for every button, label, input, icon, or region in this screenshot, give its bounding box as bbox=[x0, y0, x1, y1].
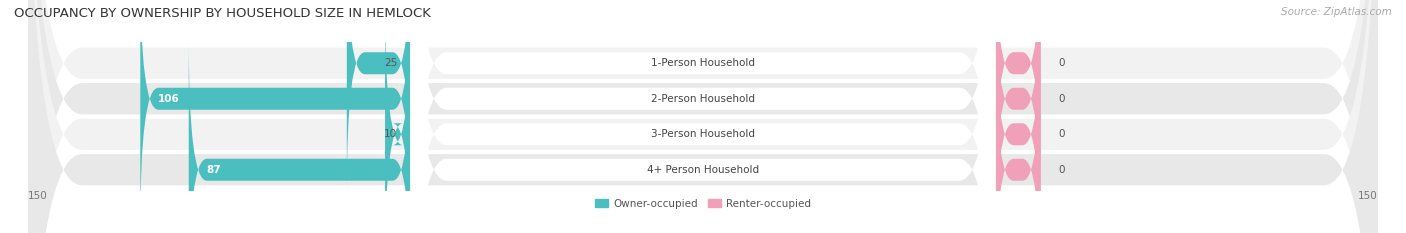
Text: 150: 150 bbox=[1358, 191, 1378, 201]
FancyBboxPatch shape bbox=[385, 3, 411, 233]
FancyBboxPatch shape bbox=[28, 0, 1378, 233]
Text: 87: 87 bbox=[207, 165, 221, 175]
FancyBboxPatch shape bbox=[347, 0, 411, 194]
FancyBboxPatch shape bbox=[411, 0, 995, 233]
Text: 25: 25 bbox=[384, 58, 396, 68]
FancyBboxPatch shape bbox=[995, 3, 1040, 233]
FancyBboxPatch shape bbox=[411, 0, 995, 233]
FancyBboxPatch shape bbox=[141, 0, 411, 230]
FancyBboxPatch shape bbox=[28, 0, 1378, 233]
Text: 0: 0 bbox=[1059, 94, 1064, 104]
Text: 2-Person Household: 2-Person Household bbox=[651, 94, 755, 104]
FancyBboxPatch shape bbox=[188, 39, 411, 233]
FancyBboxPatch shape bbox=[995, 39, 1040, 233]
FancyBboxPatch shape bbox=[995, 0, 1040, 230]
Text: OCCUPANCY BY OWNERSHIP BY HOUSEHOLD SIZE IN HEMLOCK: OCCUPANCY BY OWNERSHIP BY HOUSEHOLD SIZE… bbox=[14, 7, 430, 20]
Text: Source: ZipAtlas.com: Source: ZipAtlas.com bbox=[1281, 7, 1392, 17]
FancyBboxPatch shape bbox=[28, 0, 1378, 233]
Text: 0: 0 bbox=[1059, 129, 1064, 139]
Text: 0: 0 bbox=[1059, 165, 1064, 175]
Text: 0: 0 bbox=[1059, 58, 1064, 68]
Text: 1-Person Household: 1-Person Household bbox=[651, 58, 755, 68]
FancyBboxPatch shape bbox=[28, 0, 1378, 233]
Text: 106: 106 bbox=[159, 94, 180, 104]
FancyBboxPatch shape bbox=[411, 0, 995, 233]
FancyBboxPatch shape bbox=[411, 0, 995, 233]
Text: 3-Person Household: 3-Person Household bbox=[651, 129, 755, 139]
FancyBboxPatch shape bbox=[995, 0, 1040, 194]
Text: 150: 150 bbox=[28, 191, 48, 201]
Legend: Owner-occupied, Renter-occupied: Owner-occupied, Renter-occupied bbox=[591, 194, 815, 213]
Text: 4+ Person Household: 4+ Person Household bbox=[647, 165, 759, 175]
Text: 10: 10 bbox=[384, 129, 396, 139]
